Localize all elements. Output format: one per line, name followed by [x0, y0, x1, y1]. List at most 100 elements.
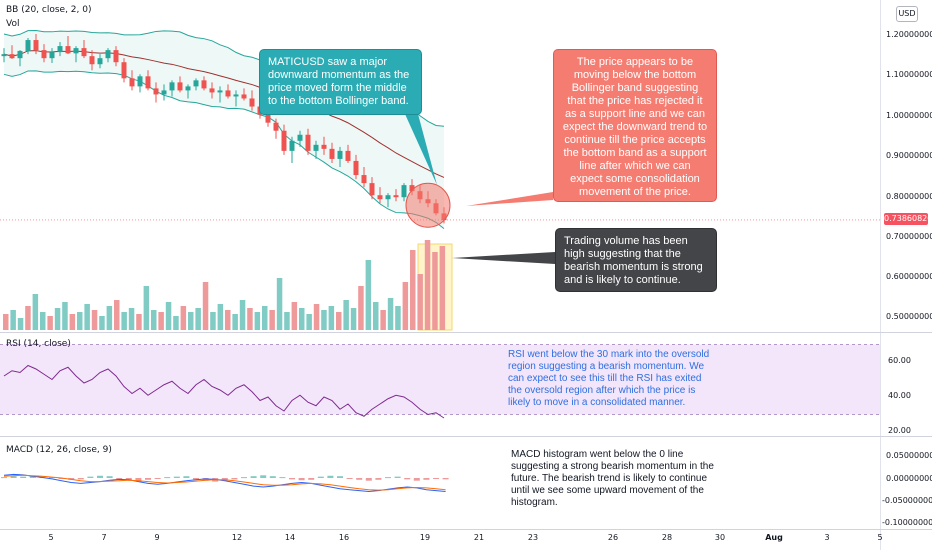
candle-body — [113, 50, 119, 63]
candle-body — [297, 134, 303, 141]
macd-line — [3, 473, 446, 493]
candle-body — [305, 134, 311, 151]
candle-body — [353, 160, 359, 176]
volume-bar — [202, 282, 209, 330]
macd-note-text[interactable]: MACD histogram went below the 0 line sug… — [511, 449, 714, 508]
macd-histogram-bar — [193, 478, 199, 480]
candle-body — [9, 54, 15, 59]
panel-divider-volume-rsi — [0, 332, 932, 333]
volume-bar — [313, 304, 320, 330]
macd-tick: 0.00000000 — [886, 474, 932, 483]
volume-bar — [269, 310, 275, 330]
volume-bar — [432, 252, 438, 330]
volume-bar — [99, 316, 105, 330]
macd-histogram-bar — [250, 476, 257, 478]
macd-histogram-bar — [433, 478, 439, 479]
volume-bar — [25, 306, 31, 330]
candle-body — [313, 144, 319, 151]
bb-callout[interactable]: MATICUSD saw a major downward momentum a… — [259, 49, 422, 115]
macd-histogram-bar — [337, 476, 343, 478]
macd-histogram-bar — [327, 475, 334, 478]
x-axis-tick: 23 — [527, 533, 539, 542]
x-axis-tick: 16 — [338, 533, 350, 542]
x-axis-tick: 7 — [101, 533, 107, 542]
volume-bar — [210, 312, 216, 330]
candle-body — [73, 48, 79, 54]
macd-histogram-bar — [145, 478, 151, 480]
macd-histogram-bar — [413, 478, 420, 481]
volume-bar — [424, 240, 431, 330]
candle-body — [329, 148, 335, 159]
volume-bar — [373, 302, 379, 330]
volume-bar — [254, 312, 261, 330]
rsi-band — [0, 344, 880, 415]
price-tick: 0.50000000 — [886, 312, 932, 321]
macd-histogram-bar — [116, 478, 123, 479]
price-callout-pointer — [466, 192, 553, 206]
volume-bar — [239, 300, 246, 330]
volume-bar — [217, 304, 224, 330]
candle-body — [369, 183, 375, 196]
candle-body — [121, 62, 127, 79]
signal-line — [3, 474, 446, 491]
x-axis-tick: 28 — [661, 533, 673, 542]
x-axis-tick: 5 — [48, 533, 54, 542]
macd-histogram-bar — [154, 478, 161, 479]
macd-histogram-bar — [125, 478, 132, 481]
candle-body — [401, 185, 407, 198]
macd-histogram-bar — [10, 476, 17, 478]
volume-bar — [17, 318, 24, 330]
candle-body — [137, 76, 143, 87]
candle-body — [17, 50, 23, 59]
macd-indicator-label[interactable]: MACD (12, 26, close, 9) — [6, 445, 112, 455]
volume-bar — [402, 282, 409, 330]
volume-bar — [380, 310, 386, 330]
volume-bar — [291, 302, 298, 330]
macd-histogram-bar — [221, 478, 228, 481]
volume-bar — [387, 298, 394, 330]
volume-indicator-label[interactable]: Vol — [6, 19, 20, 29]
candle-body — [225, 90, 231, 97]
candle-body — [201, 80, 207, 89]
macd-histogram-bar — [97, 475, 103, 478]
volume-bar — [395, 306, 401, 330]
candle-body — [281, 130, 287, 151]
x-axis-tick-month: Aug — [765, 533, 783, 542]
macd-histogram-bar — [317, 476, 324, 478]
candle-body — [265, 114, 271, 123]
price-tick: 0.80000000 — [886, 192, 932, 201]
candle-body — [57, 46, 63, 53]
candle-body — [377, 195, 383, 200]
candle-body — [169, 82, 175, 91]
candle-body — [409, 185, 415, 192]
rsi-tick: 20.00 — [888, 426, 911, 435]
volume-callout[interactable]: Trading volume has been high suggesting … — [555, 228, 717, 292]
volume-bar — [143, 286, 150, 330]
macd-histogram-bar — [356, 478, 363, 480]
volume-bar — [417, 274, 423, 330]
candle-body — [185, 86, 191, 91]
price-callout[interactable]: The price appears to be moving below the… — [553, 49, 717, 202]
candle-body — [361, 175, 367, 184]
candle-body — [161, 90, 167, 95]
volume-bar — [91, 310, 98, 330]
candle-body — [105, 50, 111, 59]
candle-body — [193, 80, 199, 87]
candle-body — [65, 46, 71, 54]
volume-bar — [358, 286, 364, 330]
candle-body — [273, 122, 279, 131]
rsi-note-text[interactable]: RSI went below the 30 mark into the over… — [508, 349, 710, 408]
macd-histogram-bar — [442, 478, 449, 480]
volume-callout-pointer — [452, 252, 555, 264]
volume-bar — [69, 314, 76, 330]
currency-button[interactable]: USD — [896, 6, 918, 22]
macd-tick: 0.05000000 — [886, 451, 932, 460]
macd-histogram-bar — [1, 477, 7, 479]
bb-indicator-label[interactable]: BB (20, close, 2, 0) — [6, 5, 92, 15]
rsi-indicator-label[interactable]: RSI (14, close) — [6, 339, 71, 349]
macd-histogram-bar — [164, 477, 171, 479]
candle-body — [321, 144, 327, 149]
volume-bar — [62, 302, 68, 330]
last-price-tag: 0.73860820 — [884, 213, 932, 225]
